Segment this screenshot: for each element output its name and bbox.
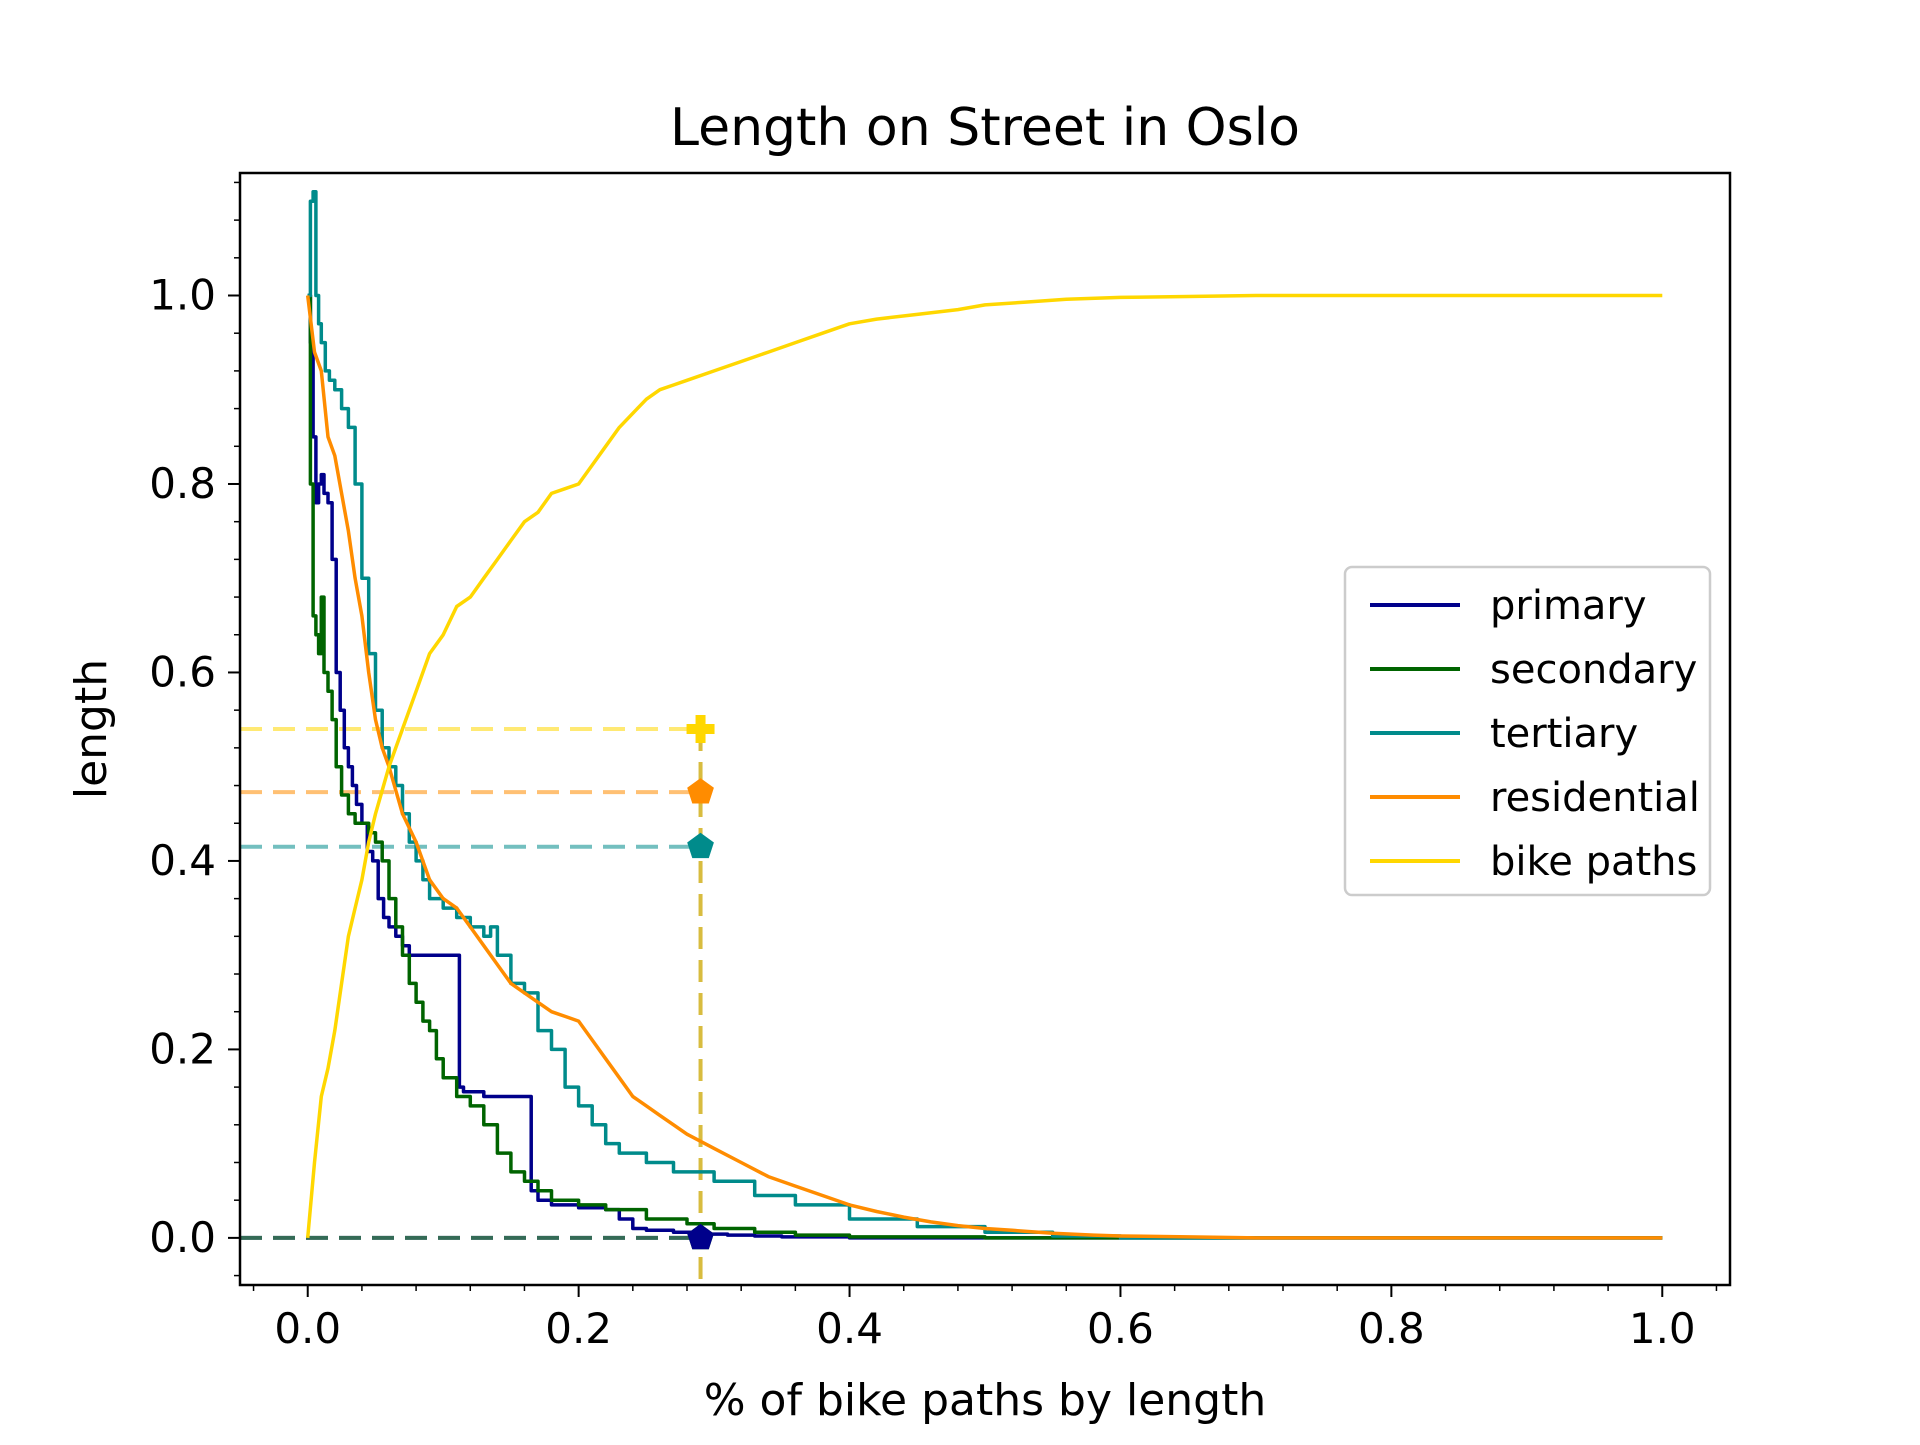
marker-primary (687, 1223, 714, 1250)
series-line-primary (307, 293, 1663, 1240)
marker-bike-paths (686, 715, 715, 743)
plot-frame (238, 171, 1732, 1287)
y-tick-label: 0.6 (149, 647, 216, 696)
reference-lines (240, 727, 703, 1285)
reference-markers (686, 715, 715, 1250)
x-tick-label: 1.0 (1629, 1304, 1696, 1353)
legend: primary secondary tertiary residential bike … (1343, 565, 1712, 897)
legend-label-residential: residential (1490, 775, 1700, 821)
legend-label-bike-paths: bike paths (1490, 839, 1697, 885)
series-line-bike-paths (305, 293, 1663, 1239)
marker-tertiary (687, 832, 714, 859)
y-axis-label: length (66, 659, 117, 799)
x-tick-label: 0.2 (545, 1304, 612, 1353)
axis-ticks: 0.0 0.2 0.4 0.6 0.8 1.0 0.0 0.2 0.4 0.6 0.8 1.0 (149, 181, 1718, 1353)
legend-label-primary: primary (1490, 583, 1647, 629)
x-tick-label: 0.6 (1087, 1304, 1154, 1353)
y-tick-label: 0.8 (149, 459, 216, 508)
y-tick-label: 0.4 (149, 836, 216, 885)
series-line-residential (305, 295, 1663, 1240)
x-tick-label: 0.0 (274, 1304, 341, 1353)
legend-frame (1343, 565, 1712, 897)
series-line-secondary (307, 293, 1663, 1240)
chart-title: Length on Street in Oslo (670, 98, 1300, 158)
marker-residential (687, 778, 714, 804)
series-line-tertiary (307, 190, 1663, 1240)
x-tick-label: 0.4 (816, 1304, 883, 1353)
legend-label-tertiary: tertiary (1490, 711, 1638, 757)
x-tick-label: 0.8 (1358, 1304, 1425, 1353)
y-tick-label: 0.0 (149, 1213, 216, 1262)
y-tick-label: 1.0 (149, 271, 216, 320)
series-lines (305, 190, 1663, 1240)
y-tick-label: 0.2 (149, 1024, 216, 1073)
legend-label-secondary: secondary (1490, 647, 1697, 693)
x-axis-label: % of bike paths by length (704, 1375, 1266, 1426)
